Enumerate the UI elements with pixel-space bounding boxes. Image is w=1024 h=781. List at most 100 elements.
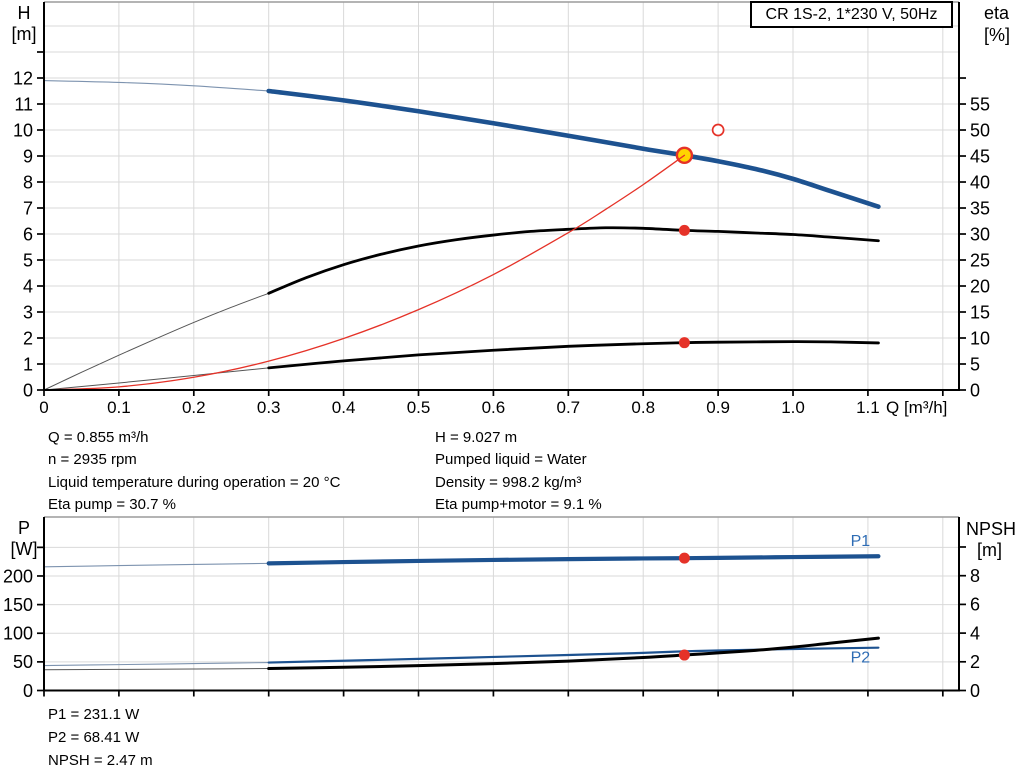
right-tick-label: 4: [970, 623, 980, 643]
left-tick-label: 0: [23, 380, 33, 400]
left-tick-label: 9: [23, 146, 33, 166]
eta-total-extension: [43, 367, 270, 391]
right-tick-label: 2: [970, 652, 980, 672]
left-tick-label: 8: [23, 172, 33, 192]
info-pumped-liquid: Pumped liquid = Water: [435, 451, 587, 469]
right-tick-label: 50: [970, 120, 990, 140]
left-tick-label: 150: [3, 595, 33, 615]
npsh-curve-extension: [43, 668, 270, 671]
eta-total-curve: [267, 340, 880, 370]
x-tick-label: 0.5: [407, 398, 431, 417]
left-tick-label: 2: [23, 328, 33, 348]
eta-pump-curve: [267, 226, 880, 295]
p2-curve-extension: [43, 662, 270, 667]
info-liquid-temperature: Liquid temperature during operation = 20…: [48, 473, 341, 491]
power-npsh-chart-gridlines: [44, 517, 959, 691]
left-tick-label: 10: [13, 120, 33, 140]
left-tick-label: 7: [23, 198, 33, 218]
x-tick-label: 0.1: [107, 398, 131, 417]
power-npsh-chart-left-ticks: 0 50 100 150 200: [3, 546, 44, 701]
info-speed: n = 2935 rpm: [48, 451, 137, 469]
left-axis-title-top: H: [17, 3, 31, 23]
left-tick-label: 6: [23, 224, 33, 244]
p1-curve-label: P1: [851, 533, 871, 550]
left-tick-label: 5: [23, 250, 33, 270]
npsh-axis-title-top: NPSH: [966, 519, 1017, 539]
left-tick-label: 100: [3, 624, 33, 644]
x-tick-label: 0.6: [482, 398, 506, 417]
right-tick-label: 8: [970, 566, 980, 586]
power-npsh-chart-right-ticks: 0 2 4 6 8: [959, 546, 980, 701]
duty-info-left-column: Q = 0.855 m³/h n = 2935 rpm Liquid tempe…: [48, 427, 340, 516]
left-tick-label: 200: [3, 566, 33, 586]
x-tick-label: 0.4: [332, 398, 356, 417]
system-curve: [43, 154, 686, 391]
head-curve: [266, 88, 881, 209]
info-density: Density = 998.2 kg/m³: [435, 473, 582, 491]
left-axis-title-unit: [m]: [11, 24, 37, 44]
info-eta-pump: Eta pump = 30.7 %: [48, 495, 176, 513]
right-tick-label: 0: [970, 380, 980, 400]
right-tick-label: 20: [970, 276, 990, 296]
x-axis-title: Q [m³/h]: [886, 398, 948, 417]
result-p1: P1 = 231.1 W: [48, 706, 140, 723]
x-tick-label: 1.0: [781, 398, 805, 417]
info-eta-pump-motor: Eta pump+motor = 9.1 %: [435, 495, 602, 513]
right-tick-label: 0: [970, 681, 980, 701]
npsh-axis-title-unit: [m]: [977, 540, 1002, 560]
right-tick-label: 55: [970, 94, 990, 114]
p2-curve-label: P2: [851, 649, 871, 666]
left-tick-label: 3: [23, 302, 33, 322]
pump-designation-box: CR 1S-2, 1*230 V, 50Hz: [750, 1, 953, 28]
rated-duty-point: [711, 123, 725, 137]
left-tick-label: 0: [23, 681, 33, 701]
right-tick-label: 45: [970, 146, 990, 166]
x-tick-label: 0.9: [706, 398, 730, 417]
p1-curve: [266, 554, 881, 566]
right-tick-label: 6: [970, 595, 980, 615]
result-p2: P2 = 68.41 W: [48, 729, 140, 747]
result-npsh: NPSH = 2.47 m: [48, 752, 153, 770]
power-npsh-chart-x-ticks: [43, 690, 944, 697]
right-tick-label: 30: [970, 224, 990, 244]
left-tick-label: 12: [13, 68, 33, 88]
left-tick-label: 4: [23, 276, 33, 296]
x-tick-label: 0.8: [631, 398, 655, 417]
right-tick-label: 35: [970, 198, 990, 218]
x-tick-label: 0: [39, 398, 48, 417]
npsh-curve: [267, 636, 880, 671]
hq-chart-x-ticks: 0 0.1 0.2 0.3 0.4 0.5 0.6 0.7 0.8 0.9 1.0 1.1: [39, 390, 944, 417]
duty-info-right-column: H = 9.027 m Pumped liquid = Water Densit…: [435, 427, 602, 516]
right-axis-title-top: eta: [984, 3, 1010, 23]
x-tick-label: 0.2: [182, 398, 206, 417]
hq-chart-gridlines: [44, 2, 959, 390]
x-tick-label: 0.3: [257, 398, 281, 417]
eta-pump-point: [678, 224, 690, 236]
power-results-block: P1 = 231.1 W P2 = 68.41 W NPSH = 2.47 m: [48, 703, 153, 773]
right-tick-label: 40: [970, 172, 990, 192]
eta-total-point: [678, 337, 690, 349]
right-tick-label: 15: [970, 302, 990, 322]
p1-point: [678, 552, 690, 564]
power-npsh-chart: P1 P2 0 50 100 150 200 0 2 4 6 8: [3, 516, 980, 701]
power-axis-title-unit: [W]: [10, 539, 38, 559]
right-tick-label: 5: [970, 354, 980, 374]
head-curve-extension: [43, 80, 270, 92]
p1-curve-extension: [43, 562, 270, 568]
x-tick-label: 0.7: [556, 398, 580, 417]
right-tick-label: 25: [970, 250, 990, 270]
right-axis-title-unit: [%]: [984, 25, 1011, 45]
left-tick-label: 11: [14, 94, 33, 114]
right-tick-label: 10: [970, 328, 990, 348]
info-head: H = 9.027 m: [435, 429, 518, 446]
left-tick-label: 50: [13, 652, 33, 672]
hq-chart-axes: [43, 1, 960, 391]
left-tick-label: 1: [23, 354, 33, 374]
npsh-p2-point: [678, 649, 690, 661]
info-flow: Q = 0.855 m³/h: [48, 429, 149, 446]
eta-pump-extension: [43, 292, 270, 391]
hq-chart-right-ticks: 0 5 10 15 20 25 30 35 40 45 50 55: [959, 77, 990, 400]
